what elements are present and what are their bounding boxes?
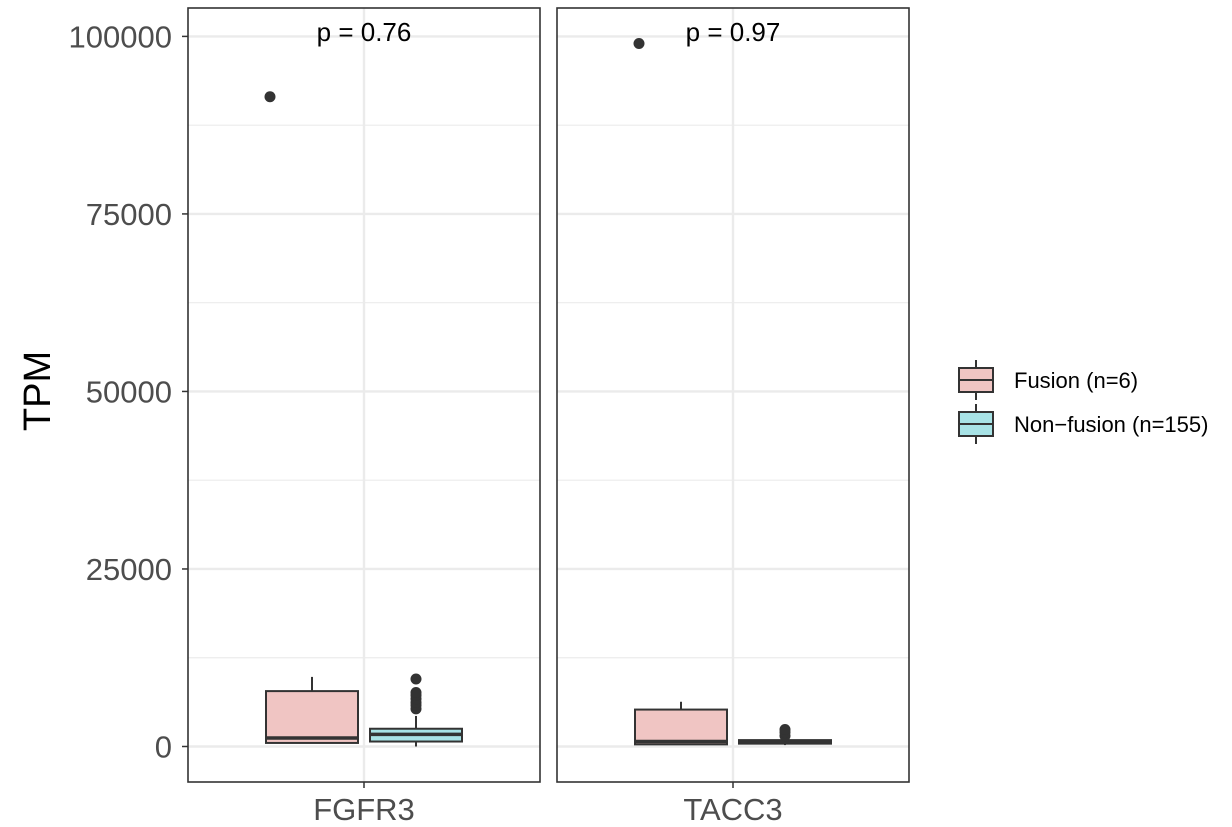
outlier-point	[410, 673, 422, 685]
box-body	[634, 708, 728, 746]
panel-fgfr3: p = 0.76 FGFR3	[187, 7, 541, 827]
legend-item-non-fusion: Non−fusion (n=155)	[958, 404, 1208, 444]
box-fusion	[633, 38, 728, 746]
box-fusion	[264, 91, 359, 744]
y-tick-label: 100000	[69, 19, 172, 54]
legend: Fusion (n=6) Non−fusion (n=155)	[958, 360, 1208, 444]
x-tick-label: FGFR3	[313, 792, 415, 827]
box-body	[265, 690, 359, 744]
box-non-fusion	[369, 673, 463, 747]
outlier-point	[779, 723, 791, 735]
panel-tacc3: p = 0.97 TACC3	[556, 7, 910, 827]
legend-label: Non−fusion (n=155)	[1014, 412, 1208, 437]
outlier-point	[410, 687, 422, 699]
box-non-fusion	[738, 723, 832, 746]
legend-label: Fusion (n=6)	[1014, 368, 1138, 393]
outlier-point	[633, 38, 645, 50]
legend-item-fusion: Fusion (n=6)	[958, 360, 1138, 400]
y-tick-label: 50000	[86, 374, 172, 409]
y-tick-label: 75000	[86, 197, 172, 232]
y-tick-label: 25000	[86, 552, 172, 587]
outlier-point	[264, 91, 276, 103]
x-tick-label: TACC3	[683, 792, 782, 827]
p-value-label: p = 0.76	[317, 17, 412, 47]
p-value-label: p = 0.97	[686, 17, 781, 47]
y-axis-label: TPM	[17, 351, 59, 431]
y-tick-label: 0	[155, 729, 172, 764]
